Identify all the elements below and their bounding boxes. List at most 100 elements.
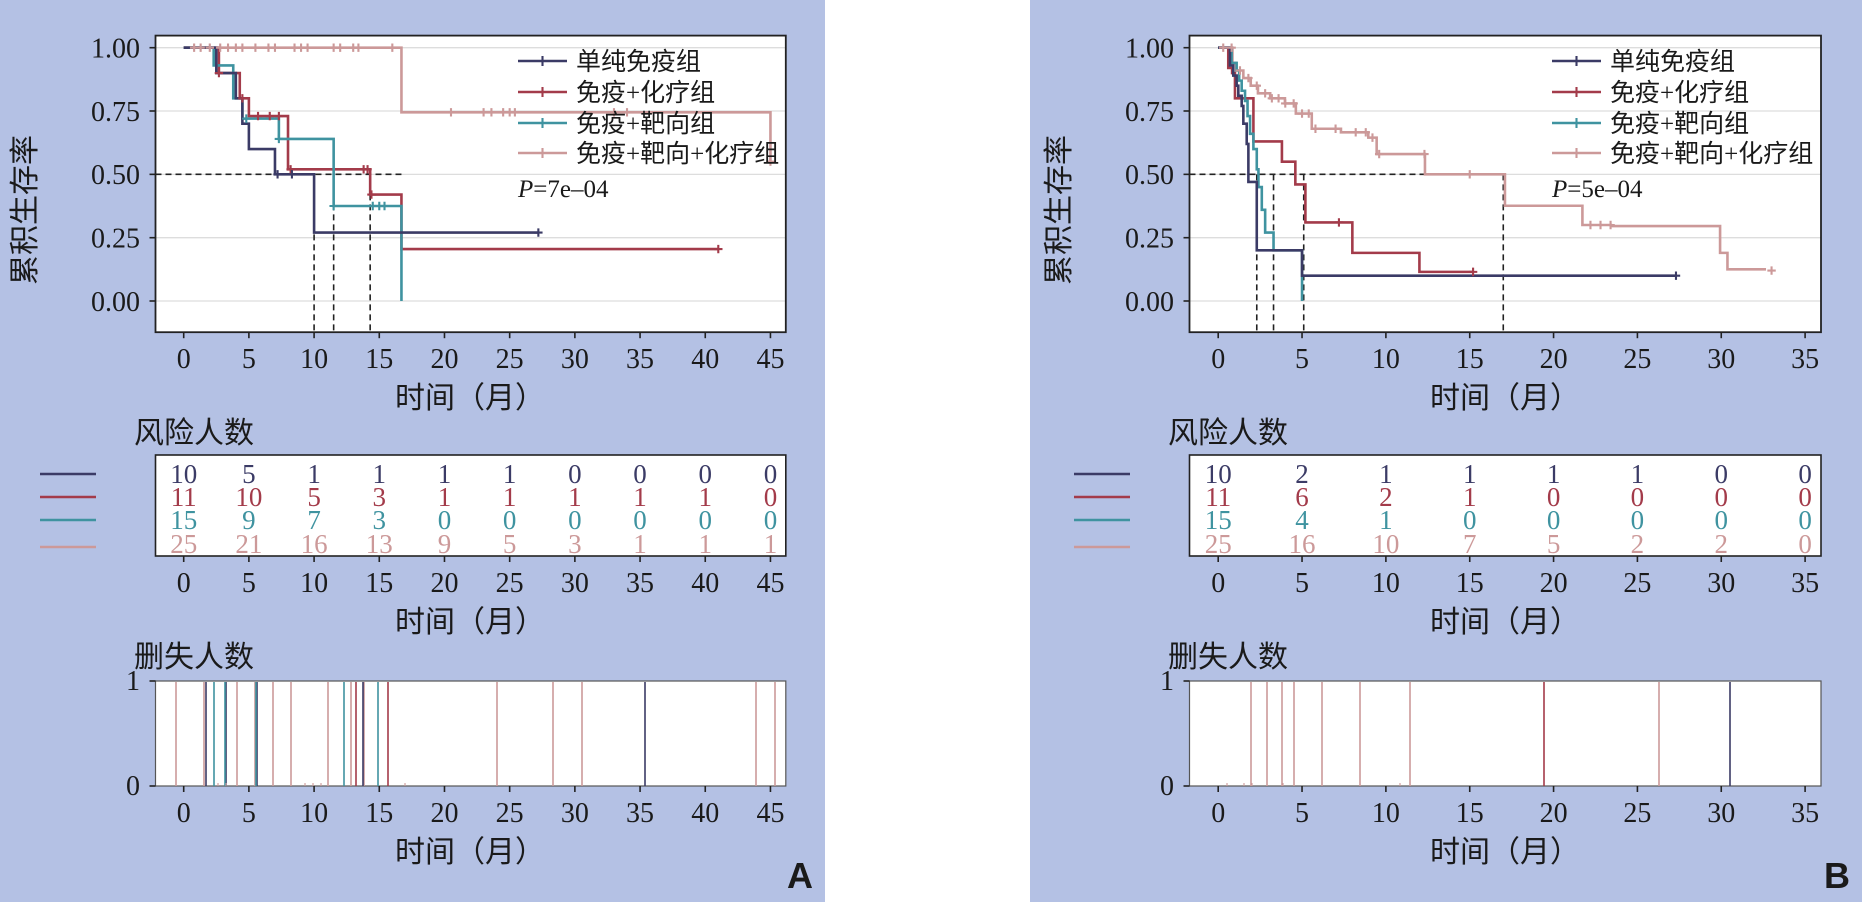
svg-text:2: 2	[1715, 529, 1729, 559]
svg-text:5: 5	[1295, 798, 1309, 829]
svg-text:免疫+靶向+化疗组: 免疫+靶向+化疗组	[1610, 140, 1813, 168]
svg-text:45: 45	[756, 344, 784, 375]
svg-text:累积生存率: 累积生存率	[9, 135, 42, 285]
svg-text:5: 5	[242, 798, 256, 829]
svg-text:单纯免疫组: 单纯免疫组	[1610, 48, 1735, 76]
svg-text:25: 25	[496, 568, 524, 599]
svg-text:0: 0	[177, 568, 191, 599]
svg-text:0: 0	[1798, 529, 1812, 559]
svg-text:25: 25	[1623, 344, 1651, 375]
svg-text:时间（月）: 时间（月）	[395, 606, 545, 639]
svg-text:40: 40	[691, 798, 719, 829]
svg-text:免疫+化疗组: 免疫+化疗组	[1610, 79, 1749, 107]
svg-text:免疫+化疗组: 免疫+化疗组	[576, 79, 715, 107]
svg-text:15: 15	[365, 568, 393, 599]
svg-text:时间（月）: 时间（月）	[1430, 382, 1580, 415]
svg-text:15: 15	[365, 344, 393, 375]
svg-text:10: 10	[300, 344, 328, 375]
svg-text:25: 25	[496, 344, 524, 375]
svg-text:1.00: 1.00	[91, 34, 140, 65]
svg-text:3: 3	[568, 529, 582, 559]
svg-text:0: 0	[1211, 344, 1225, 375]
svg-text:P=7e–04: P=7e–04	[517, 176, 609, 203]
svg-text:40: 40	[691, 568, 719, 599]
svg-text:删失人数: 删失人数	[1168, 641, 1288, 674]
svg-text:0: 0	[1160, 771, 1174, 802]
svg-text:30: 30	[561, 568, 589, 599]
svg-text:10: 10	[1372, 798, 1400, 829]
svg-text:风险人数: 风险人数	[1168, 417, 1288, 450]
svg-text:16: 16	[1289, 529, 1316, 559]
svg-text:9: 9	[438, 529, 452, 559]
svg-text:35: 35	[626, 344, 654, 375]
svg-text:10: 10	[300, 568, 328, 599]
svg-text:累积生存率: 累积生存率	[1043, 135, 1076, 285]
svg-text:15: 15	[1456, 568, 1484, 599]
svg-text:10: 10	[1372, 529, 1399, 559]
svg-text:10: 10	[300, 798, 328, 829]
svg-text:0.00: 0.00	[1125, 287, 1174, 318]
svg-text:25: 25	[1205, 529, 1232, 559]
svg-text:5: 5	[242, 344, 256, 375]
svg-text:0.50: 0.50	[91, 160, 140, 191]
svg-text:30: 30	[1707, 568, 1735, 599]
svg-text:45: 45	[756, 798, 784, 829]
svg-text:1.00: 1.00	[1125, 34, 1174, 65]
svg-text:30: 30	[561, 344, 589, 375]
svg-text:5: 5	[1295, 568, 1309, 599]
svg-text:40: 40	[691, 344, 719, 375]
svg-text:15: 15	[1456, 798, 1484, 829]
svg-text:0.75: 0.75	[1125, 97, 1174, 128]
svg-text:0: 0	[177, 344, 191, 375]
svg-text:35: 35	[1791, 344, 1819, 375]
svg-text:1: 1	[764, 529, 778, 559]
svg-text:单纯免疫组: 单纯免疫组	[576, 48, 701, 76]
svg-text:5: 5	[1547, 529, 1561, 559]
svg-text:15: 15	[365, 798, 393, 829]
svg-text:B: B	[1824, 855, 1850, 896]
svg-text:免疫+靶向+化疗组: 免疫+靶向+化疗组	[576, 140, 779, 168]
svg-text:16: 16	[301, 529, 328, 559]
svg-text:30: 30	[1707, 798, 1735, 829]
svg-text:0.75: 0.75	[91, 97, 140, 128]
svg-text:30: 30	[1707, 344, 1735, 375]
svg-text:时间（月）: 时间（月）	[395, 836, 545, 869]
svg-text:时间（月）: 时间（月）	[1430, 836, 1580, 869]
svg-text:20: 20	[430, 798, 458, 829]
svg-text:0.00: 0.00	[91, 287, 140, 318]
svg-text:20: 20	[1540, 798, 1568, 829]
svg-text:风险人数: 风险人数	[134, 417, 254, 450]
svg-text:0: 0	[1211, 798, 1225, 829]
svg-text:1: 1	[699, 529, 713, 559]
svg-text:25: 25	[170, 529, 197, 559]
svg-text:1: 1	[1160, 666, 1174, 697]
svg-text:20: 20	[1540, 344, 1568, 375]
svg-text:删失人数: 删失人数	[134, 641, 254, 674]
svg-text:25: 25	[1623, 568, 1651, 599]
svg-text:5: 5	[1295, 344, 1309, 375]
svg-text:45: 45	[756, 568, 784, 599]
svg-text:13: 13	[366, 529, 393, 559]
svg-text:2: 2	[1631, 529, 1645, 559]
svg-text:0: 0	[126, 771, 140, 802]
svg-text:时间（月）: 时间（月）	[1430, 606, 1580, 639]
svg-text:1: 1	[126, 666, 140, 697]
svg-text:5: 5	[242, 568, 256, 599]
svg-text:20: 20	[430, 568, 458, 599]
svg-text:7: 7	[1463, 529, 1477, 559]
svg-text:10: 10	[1372, 568, 1400, 599]
svg-text:1: 1	[633, 529, 647, 559]
svg-text:免疫+靶向组: 免疫+靶向组	[1610, 110, 1749, 138]
svg-text:0: 0	[1211, 568, 1225, 599]
svg-text:15: 15	[1456, 344, 1484, 375]
svg-text:0.25: 0.25	[91, 224, 140, 255]
svg-text:20: 20	[1540, 568, 1568, 599]
svg-text:5: 5	[503, 529, 517, 559]
svg-text:35: 35	[1791, 798, 1819, 829]
svg-text:时间（月）: 时间（月）	[395, 382, 545, 415]
svg-text:0.25: 0.25	[1125, 224, 1174, 255]
svg-text:35: 35	[1791, 568, 1819, 599]
svg-text:21: 21	[235, 529, 262, 559]
svg-text:25: 25	[496, 798, 524, 829]
svg-text:0.50: 0.50	[1125, 160, 1174, 191]
